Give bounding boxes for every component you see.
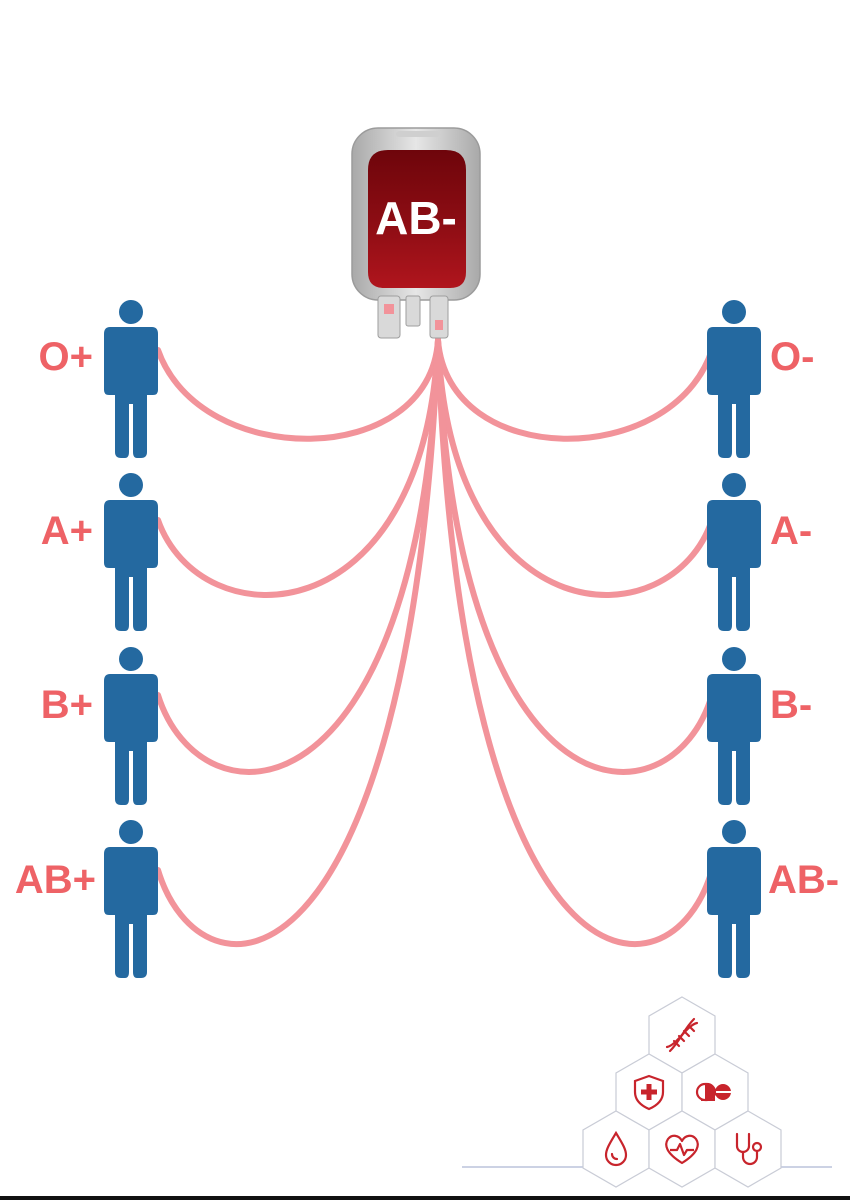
blood-bag: AB-	[351, 127, 481, 339]
recipient-o-plus	[104, 300, 158, 458]
recipient-label-b-minus: B-	[770, 683, 812, 727]
stethoscope-icon	[735, 1132, 763, 1166]
recipient-ab-plus	[104, 820, 158, 978]
recipient-b-minus	[707, 647, 761, 805]
tube-to-a-plus	[155, 337, 441, 598]
shield-cross-icon	[633, 1074, 665, 1111]
tube-to-ab-minus	[435, 337, 715, 947]
recipient-label-a-plus: A+	[41, 509, 93, 553]
recipient-label-ab-plus: AB+	[15, 858, 96, 902]
pill-icon	[695, 1082, 731, 1102]
recipient-a-minus	[707, 473, 761, 631]
donor-blood-type-label: AB-	[375, 192, 457, 244]
recipient-a-plus	[104, 473, 158, 631]
recipient-label-a-minus: A-	[770, 509, 812, 553]
page-bottom-border	[0, 1196, 850, 1200]
drop-icon	[604, 1130, 628, 1167]
tube-to-b-minus	[435, 337, 715, 775]
tube-to-a-minus	[435, 337, 715, 598]
transfusion-tubes	[155, 337, 715, 947]
heart-pulse-icon	[665, 1134, 699, 1165]
tube-to-b-plus	[155, 337, 441, 775]
recipient-label-o-plus: O+	[39, 335, 93, 379]
tube-to-ab-plus	[155, 337, 441, 947]
recipient-b-plus	[104, 647, 158, 805]
tube-to-o-plus	[155, 337, 441, 442]
recipient-label-ab-minus: AB-	[768, 858, 839, 902]
recipient-label-b-plus: B+	[41, 683, 93, 727]
tube-to-o-minus	[435, 337, 715, 442]
dna-icon	[665, 1017, 699, 1053]
medical-icon-cluster	[462, 996, 832, 1188]
recipient-ab-minus	[707, 820, 761, 978]
recipient-label-o-minus: O-	[770, 335, 814, 379]
recipient-o-minus	[707, 300, 761, 458]
